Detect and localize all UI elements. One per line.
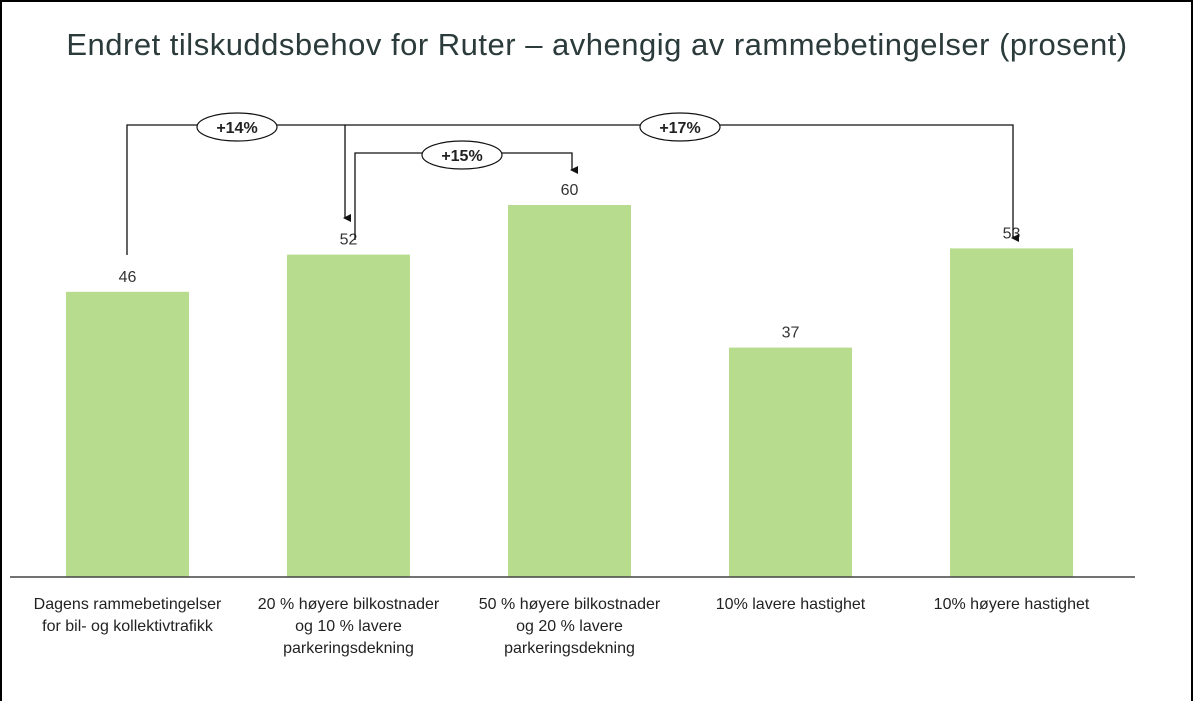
annotation: +17% bbox=[659, 120, 700, 137]
x-tick-label: 10% høyere hastighet bbox=[933, 596, 1090, 613]
value-label: 53 bbox=[1003, 225, 1021, 242]
bar bbox=[508, 205, 631, 577]
chart-title: Endret tilskuddsbehov for Ruter – avheng… bbox=[66, 27, 1128, 62]
annotation-arrow bbox=[126, 124, 351, 255]
value-label: 46 bbox=[119, 269, 137, 286]
x-tick-label: 50 % høyere bilkostnader og 20 % lavere … bbox=[478, 596, 661, 657]
annotation-bubble bbox=[639, 112, 721, 142]
bar bbox=[729, 347, 852, 577]
annotation-bubble bbox=[421, 140, 503, 170]
bar bbox=[950, 248, 1073, 577]
x-tick-label: 10% lavere hastighet bbox=[715, 596, 866, 613]
bar bbox=[66, 291, 189, 577]
annotation-arrow bbox=[345, 124, 1019, 242]
value-label: 37 bbox=[782, 325, 800, 342]
annotation-bubble bbox=[196, 112, 278, 142]
x-tick-label: Dagens rammebetingelser for bil- og koll… bbox=[33, 596, 222, 635]
annotation: +15% bbox=[441, 148, 482, 165]
bar bbox=[287, 254, 410, 577]
value-label: 52 bbox=[340, 232, 358, 249]
x-tick-label: 20 % høyere bilkostnader og 10 % lavere … bbox=[257, 596, 440, 657]
annotation: +14% bbox=[216, 120, 257, 137]
value-label: 60 bbox=[561, 182, 579, 199]
